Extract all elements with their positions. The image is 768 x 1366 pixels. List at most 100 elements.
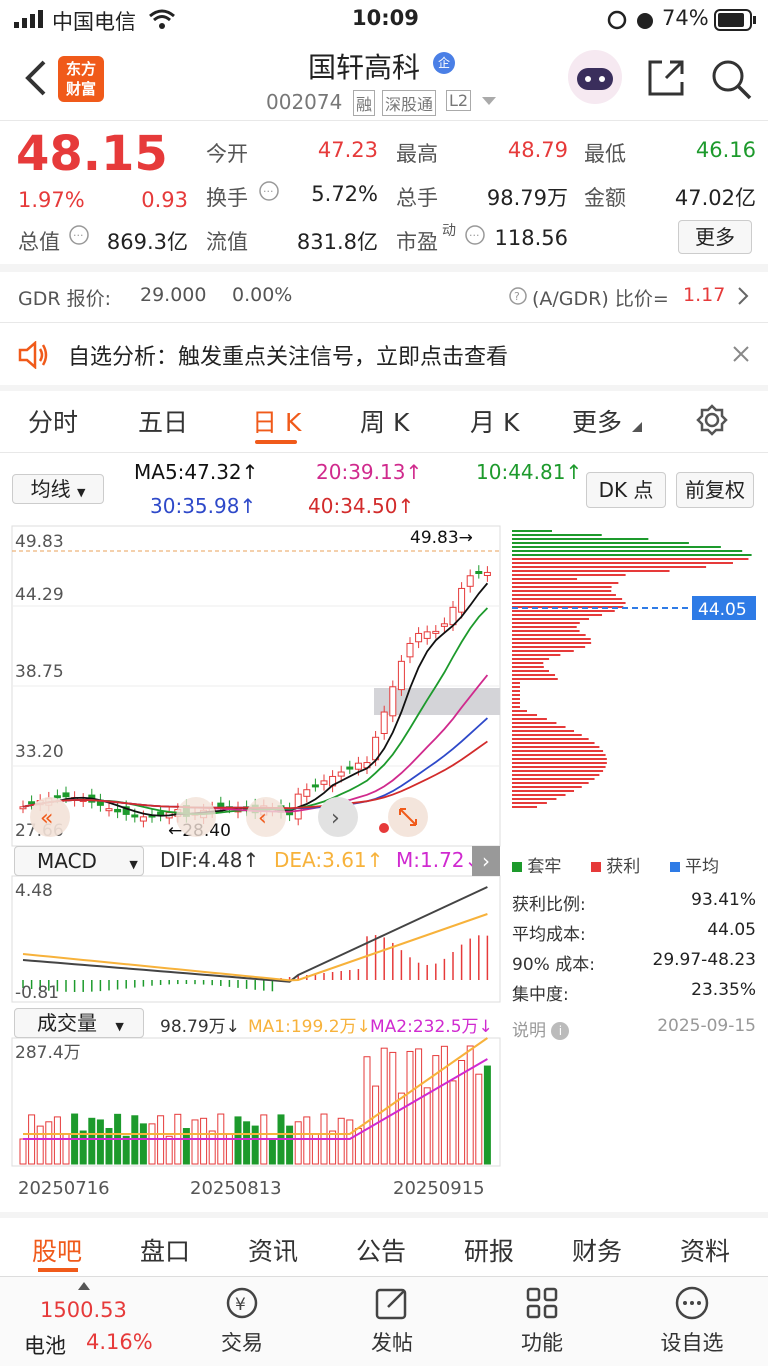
chip-bar (512, 786, 582, 788)
chip-bar (512, 550, 743, 552)
volume-bar (36, 1125, 44, 1165)
chip-label: 平均成本: (512, 925, 586, 945)
tab-finance[interactable]: 财务 (572, 1237, 623, 1266)
info-icon[interactable]: ··· (258, 180, 280, 202)
signal-icon (14, 10, 43, 28)
help-icon[interactable]: ? (508, 286, 528, 306)
high-label: 最高 (396, 142, 438, 166)
robot-assistant-icon[interactable] (566, 48, 624, 106)
up-triangle-icon (78, 1282, 90, 1290)
volume-bar (432, 1055, 440, 1165)
index-value[interactable]: 1500.53 (40, 1298, 127, 1322)
volume-bar (303, 1116, 311, 1165)
status-bar: 中国电信 10:09 74% (0, 0, 768, 40)
settings-icon[interactable] (696, 404, 728, 436)
speaker-icon (18, 341, 48, 369)
tab-news[interactable]: 资讯 (248, 1237, 299, 1266)
tab-more[interactable]: 更多 (572, 408, 623, 437)
chip-bar (512, 530, 552, 532)
close-icon[interactable] (732, 345, 750, 363)
rewind-button[interactable] (30, 797, 70, 837)
tab-monthly-k[interactable]: 月 K (470, 408, 520, 437)
back-icon[interactable] (24, 60, 48, 96)
prev-button[interactable] (246, 797, 286, 837)
svg-text:···: ··· (469, 229, 480, 242)
candle-body (311, 784, 319, 788)
chip-bar (512, 794, 566, 796)
volume-bar (182, 1128, 190, 1165)
bottom-tab-indicator (38, 1268, 78, 1272)
expand-indicator-button[interactable]: › (472, 846, 500, 876)
amount-label: 金额 (584, 186, 626, 210)
share-icon[interactable] (646, 58, 686, 98)
volume-bar (337, 1117, 345, 1165)
tab-profile[interactable]: 资料 (680, 1237, 731, 1266)
tab-daily-k[interactable]: 日 K (252, 408, 302, 437)
gdr-ratio-label: (A/GDR) 比价= (532, 288, 669, 310)
chip-value: 93.41% (691, 890, 756, 910)
volume-bar (88, 1117, 96, 1165)
y-label: 49.83 (15, 532, 64, 552)
tab-five-day[interactable]: 五日 (138, 408, 189, 437)
tab-weekly-k[interactable]: 周 K (360, 408, 410, 437)
search-icon[interactable] (710, 58, 752, 100)
ma-selector[interactable]: 均线 ▼ (12, 474, 104, 504)
clock: 10:09 (352, 6, 419, 30)
zoom-out-button[interactable] (176, 797, 216, 837)
chip-bar (512, 670, 550, 672)
dock-post[interactable]: 发帖 (332, 1285, 452, 1357)
dropdown-icon[interactable] (482, 97, 496, 107)
kline-chart-area[interactable]: 49.83 44.29 38.75 33.20 27.66 49.83→ ←28… (0, 520, 768, 1220)
dk-point-button[interactable]: DK 点 (586, 472, 666, 508)
dea-value: DEA:3.61↑ (274, 848, 384, 872)
m-value: M:1.72↓ (396, 848, 481, 872)
chip-bar (512, 566, 707, 568)
notice-text: 自选分析：触发重点关注信号，立即点击查看 (68, 345, 509, 370)
stock-header: 东方 财富 国轩高科 企 002074 融 深股通 L2 (0, 40, 768, 120)
more-button[interactable]: 更多 (678, 220, 752, 254)
info-icon[interactable]: ··· (464, 224, 486, 246)
y-label: 44.29 (15, 585, 64, 605)
chip-bar (512, 730, 575, 732)
chip-bar (512, 714, 538, 716)
candle-body (483, 571, 491, 576)
dock-functions[interactable]: 功能 (482, 1285, 602, 1357)
chip-bar (512, 806, 538, 808)
tab-pankou[interactable]: 盘口 (140, 1237, 191, 1266)
app-logo[interactable]: 东方 财富 (58, 56, 104, 102)
next-button[interactable] (318, 797, 358, 837)
chip-bar (512, 546, 721, 548)
chip-bar (512, 722, 557, 724)
dock-trade[interactable]: ¥ 交易 (182, 1285, 302, 1357)
alarm-icon (637, 13, 653, 29)
float-cap-value: 831.8亿 (296, 230, 378, 254)
date-label: 20250813 (190, 1178, 282, 1199)
candle-body (337, 771, 345, 777)
volume-selector[interactable]: 成交量 ▼ (14, 1008, 144, 1038)
chip-bar (512, 682, 520, 684)
notice-bar[interactable]: 自选分析：触发重点关注信号，立即点击查看 (0, 323, 768, 385)
chip-note[interactable]: 说明 i (512, 1016, 570, 1041)
tab-intraday[interactable]: 分时 (28, 408, 79, 437)
volume-bar (286, 1125, 294, 1165)
expand-icon (399, 808, 417, 826)
l2-tag: L2 (446, 90, 472, 111)
index-pct[interactable]: 4.16% (86, 1330, 153, 1354)
current-price: 48.15 (16, 126, 168, 182)
chevron-right-icon[interactable] (736, 286, 750, 306)
chip-label: 90% 成本: (512, 955, 595, 975)
tab-announcement[interactable]: 公告 (356, 1237, 407, 1266)
adjust-button[interactable]: 前复权 (676, 472, 754, 508)
info-icon[interactable]: ··· (68, 224, 90, 246)
volume-bar (294, 1121, 302, 1165)
chip-bar (512, 618, 590, 620)
tab-guba[interactable]: 股吧 (32, 1237, 83, 1266)
gdr-ratio: 1.17 (683, 284, 726, 306)
chip-bar (512, 582, 619, 584)
chip-bar (512, 774, 600, 776)
candle-body (423, 631, 431, 639)
dock-watchlist[interactable]: 设自选 (632, 1285, 752, 1357)
index-name[interactable]: 电池 (24, 1334, 66, 1358)
tab-research[interactable]: 研报 (464, 1237, 515, 1266)
macd-selector[interactable]: MACD ▼ (14, 846, 144, 876)
